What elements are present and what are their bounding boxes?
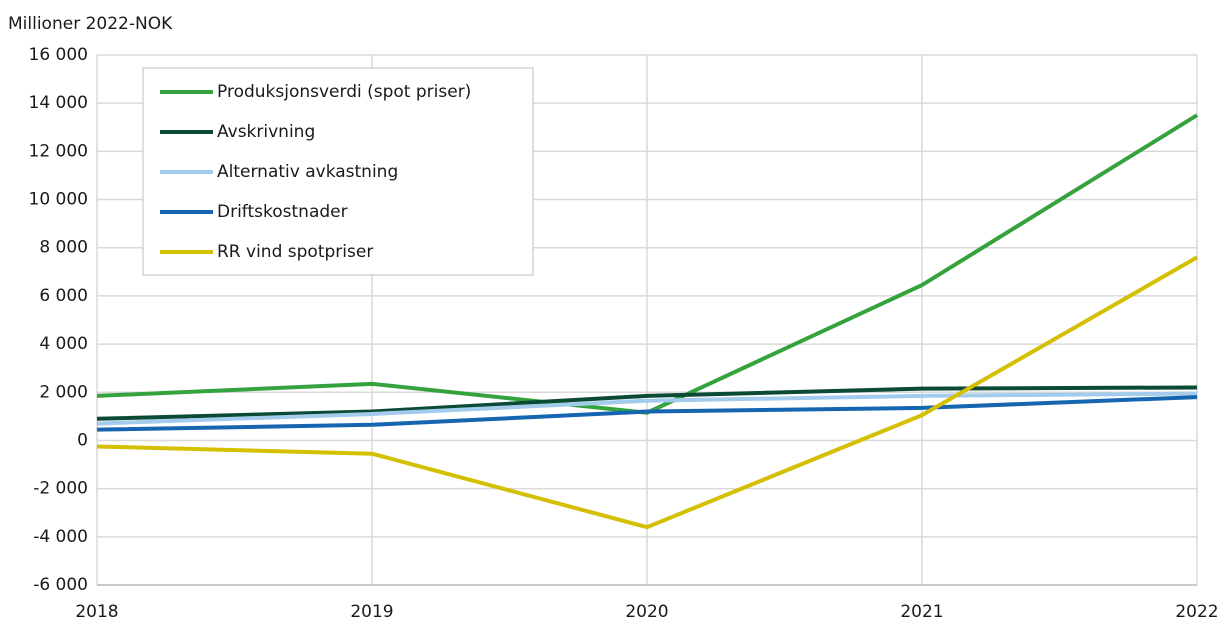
y-tick-label: -4 000 (33, 527, 88, 547)
legend-label: RR vind spotpriser (217, 242, 373, 262)
y-tick-label: 10 000 (29, 190, 88, 210)
y-tick-label: -6 000 (33, 575, 88, 595)
y-tick-label: -2 000 (33, 479, 88, 499)
y-tick-label: 16 000 (29, 45, 88, 65)
y-tick-label: 14 000 (29, 93, 88, 113)
legend-label: Driftskostnader (217, 202, 348, 222)
legend-label: Avskrivning (217, 122, 315, 142)
y-axis-label: Millioner 2022-NOK (8, 14, 173, 34)
x-tick-label: 2021 (900, 602, 943, 622)
y-tick-label: 4 000 (39, 334, 88, 354)
x-tick-label: 2020 (625, 602, 668, 622)
series-line (96, 391, 1198, 426)
y-tick-label: 0 (77, 430, 88, 450)
legend-label: Produksjonsverdi (spot priser) (217, 82, 471, 102)
x-tick-label: 2018 (75, 602, 118, 622)
y-tick-label: 6 000 (39, 286, 88, 306)
y-tick-label: 12 000 (29, 141, 88, 161)
series-line (96, 385, 1198, 421)
legend-label: Alternativ avkastning (217, 162, 398, 182)
legend: Produksjonsverdi (spot priser) Avskrivnin… (142, 67, 534, 276)
y-tick-label: 2 000 (39, 382, 88, 402)
x-tick-label: 2022 (1175, 602, 1218, 622)
y-tick-label: 8 000 (39, 238, 88, 258)
series-line (96, 255, 1198, 530)
series-line (96, 395, 1198, 432)
x-tick-label: 2019 (350, 602, 393, 622)
